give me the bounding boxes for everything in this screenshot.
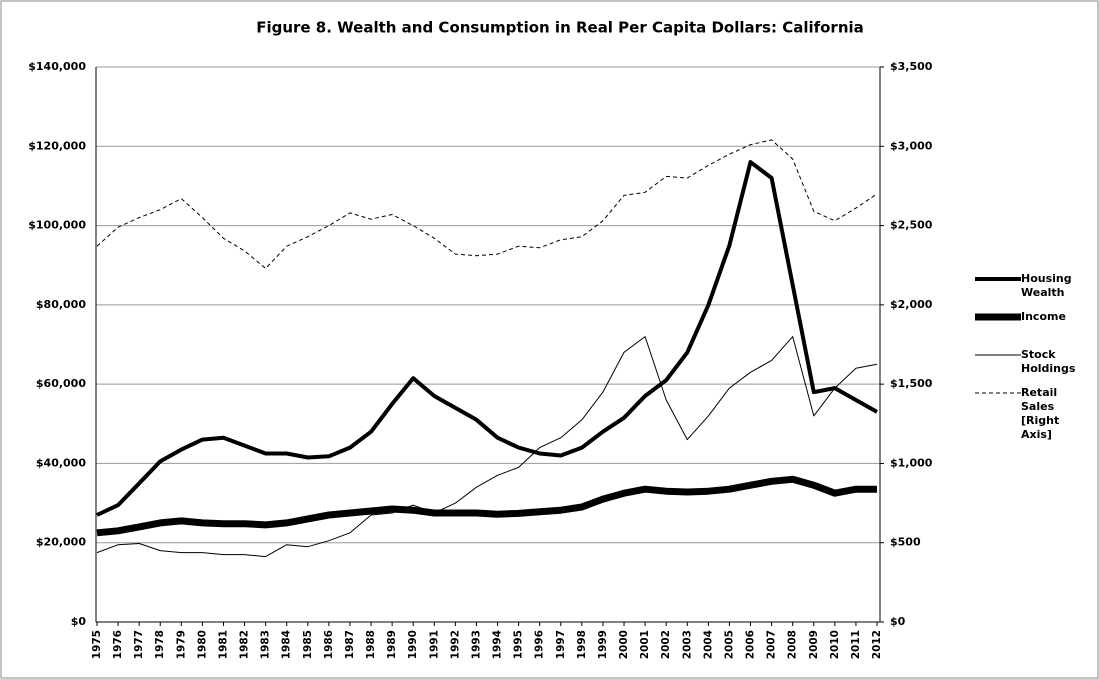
y-tick-label: $40,000: [36, 456, 86, 469]
x-tick-label: 1986: [323, 630, 335, 659]
x-tick-label: 1976: [112, 630, 124, 659]
y-tick-label: $80,000: [36, 298, 86, 311]
y-tick-label: $100,000: [28, 219, 86, 232]
series-line: [96, 139, 878, 269]
legend-label: Income: [1021, 310, 1066, 323]
y2-tick-label: $1,000: [890, 456, 933, 469]
x-tick-label: 1982: [239, 630, 251, 659]
y2-tick-label: $2,000: [890, 298, 933, 311]
x-tick-label: 1987: [344, 630, 356, 659]
x-tick-label: 1995: [513, 630, 525, 659]
x-tick-label: 2002: [660, 630, 672, 659]
x-tick-label: 1979: [175, 630, 187, 659]
legend-swatch: [975, 277, 1021, 281]
series-line: [96, 160, 878, 517]
x-tick-label: 2000: [618, 630, 630, 659]
x-tick-label: 1997: [555, 630, 567, 659]
x-tick-label: 1980: [196, 630, 208, 659]
legend-label: Retail Sales [Right Axis]: [1021, 386, 1060, 441]
x-tick-label: 1985: [302, 630, 314, 659]
x-tick-label: 1994: [492, 630, 504, 659]
y2-tick-label: $3,500: [890, 60, 933, 73]
y2-tick-label: $500: [890, 536, 921, 549]
legend-item: Income: [975, 308, 1099, 346]
x-tick-label: 1989: [386, 630, 398, 659]
y-tick-label: $20,000: [36, 536, 86, 549]
x-tick-label: 2003: [681, 630, 693, 659]
x-tick-label: 1993: [470, 630, 482, 659]
x-tick-label: 1998: [576, 630, 588, 659]
x-tick-label: 2005: [723, 630, 735, 659]
x-tick-label: 2010: [829, 630, 841, 659]
x-tick-label: 2009: [808, 630, 820, 659]
y-tick-label: $60,000: [36, 377, 86, 390]
x-tick-label: 1977: [133, 630, 145, 659]
x-tick-label: 1996: [534, 630, 546, 659]
x-tick-label: 1984: [281, 630, 293, 659]
y2-tick-label: $3,000: [890, 139, 933, 152]
legend-swatch: [975, 313, 1021, 321]
chart-title: Figure 8. Wealth and Consumption in Real…: [256, 19, 864, 37]
x-tick-label: 2001: [639, 630, 651, 659]
x-tick-label: 1988: [365, 630, 377, 659]
y2-tick-label: $0: [890, 615, 906, 628]
legend-label: Housing Wealth: [1021, 272, 1072, 299]
series-line: [96, 475, 877, 537]
x-tick-label: 1981: [217, 630, 229, 659]
x-tick-label: 1992: [449, 630, 461, 659]
x-tick-label: 2008: [787, 630, 799, 659]
legend-item: Housing Wealth: [975, 270, 1099, 308]
x-tick-label: 1975: [91, 630, 103, 659]
x-tick-label: 1983: [260, 630, 272, 659]
x-tick-label: 2011: [850, 630, 862, 659]
y-tick-label: $0: [71, 615, 87, 628]
y-tick-label: $140,000: [28, 60, 86, 73]
x-tick-label: 1991: [428, 630, 440, 659]
y-tick-label: $120,000: [28, 139, 86, 152]
x-tick-label: 1999: [597, 630, 609, 659]
x-tick-label: 2007: [766, 630, 778, 659]
legend-item: Stock Holdings: [975, 346, 1099, 384]
legend-item: Retail Sales [Right Axis]: [975, 384, 1099, 441]
legend-swatch: [975, 392, 1021, 394]
series-line: [96, 336, 878, 558]
x-tick-label: 1978: [154, 630, 166, 659]
x-tick-label: 1990: [407, 630, 419, 659]
x-tick-label: 2012: [871, 630, 883, 659]
x-tick-label: 2004: [702, 630, 714, 659]
x-tick-label: 2006: [745, 630, 757, 659]
y2-tick-label: $1,500: [890, 377, 933, 390]
legend: Housing Wealth Income Stock Holdings Retail…: [975, 270, 1099, 441]
y2-tick-label: $2,500: [890, 219, 933, 232]
legend-label: Stock Holdings: [1021, 348, 1076, 375]
legend-swatch: [975, 354, 1021, 356]
